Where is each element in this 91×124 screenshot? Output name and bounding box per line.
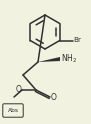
- Text: NH$_2$: NH$_2$: [61, 53, 77, 65]
- FancyBboxPatch shape: [3, 104, 23, 117]
- Text: O: O: [51, 93, 57, 102]
- Text: Br: Br: [73, 37, 81, 44]
- Text: Abs: Abs: [7, 108, 18, 113]
- Polygon shape: [38, 57, 60, 62]
- Text: O: O: [15, 86, 21, 94]
